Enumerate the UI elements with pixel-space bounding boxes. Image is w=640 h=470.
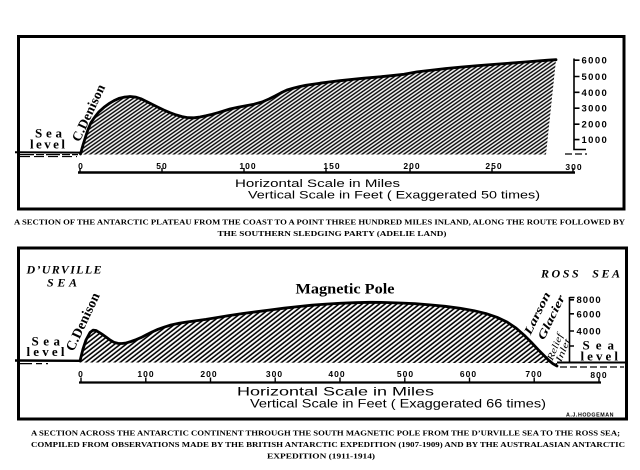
svg-text:300: 300 [565, 162, 582, 172]
svg-text:4000: 4000 [577, 326, 602, 337]
svg-text:600: 600 [460, 369, 477, 379]
svg-text:4000: 4000 [582, 88, 609, 99]
svg-text:100: 100 [239, 161, 256, 171]
svg-text:100: 100 [137, 369, 154, 379]
svg-text:Horizontal Scale in Miles: Horizontal Scale in Miles [235, 178, 401, 190]
svg-text:200: 200 [403, 161, 420, 171]
svg-text:D’URVILLE: D’URVILLE [26, 263, 102, 277]
svg-text:0: 0 [78, 369, 84, 379]
svg-text:1000: 1000 [582, 135, 609, 146]
svg-text:COMPILED FROM OBSERVATIONS MAD: COMPILED FROM OBSERVATIONS MADE BY THE B… [31, 440, 625, 449]
svg-text:8000: 8000 [577, 295, 602, 306]
svg-text:Vertical Scale in Feet ( Exag: Vertical Scale in Feet ( Exaggerated 66 … [250, 397, 546, 411]
svg-text:250: 250 [485, 161, 502, 171]
svg-text:Magnetic Pole: Magnetic Pole [296, 282, 396, 298]
svg-text:A SECTION ACROSS THE ANTARCTIC: A SECTION ACROSS THE ANTARCTIC CONTINENT… [31, 429, 620, 438]
svg-text:50: 50 [156, 161, 167, 171]
svg-text:Sea: Sea [35, 126, 63, 141]
svg-text:SEA: SEA [47, 276, 77, 290]
svg-text:level: level [581, 349, 619, 364]
svg-text:level: level [30, 137, 65, 152]
svg-text:3000: 3000 [582, 104, 609, 115]
svg-text:A.J.HODGEMAN: A.J.HODGEMAN [566, 413, 614, 419]
svg-text:level: level [27, 344, 65, 359]
svg-text:Horizontal Scale in Miles: Horizontal Scale in Miles [237, 385, 434, 399]
svg-text:150: 150 [323, 161, 340, 171]
svg-text:6000: 6000 [577, 309, 602, 320]
svg-text:700: 700 [525, 369, 542, 379]
svg-text:300: 300 [266, 369, 283, 379]
svg-text:200: 200 [200, 369, 217, 379]
svg-text:A SECTION OF THE ANTARCTIC PLA: A SECTION OF THE ANTARCTIC PLATEAU FROM … [14, 218, 626, 227]
svg-text:800: 800 [590, 370, 607, 380]
svg-text:0: 0 [78, 161, 84, 171]
svg-text:2000: 2000 [582, 120, 609, 131]
svg-text:EXPEDITION (1911-1914): EXPEDITION (1911-1914) [267, 452, 376, 461]
svg-text:6000: 6000 [582, 56, 609, 67]
svg-text:Vertical Scale in Feet ( Exag: Vertical Scale in Feet ( Exaggerated 50 … [248, 190, 540, 202]
svg-text:5000: 5000 [582, 72, 609, 83]
svg-text:500: 500 [397, 369, 414, 379]
svg-text:400: 400 [328, 369, 345, 379]
svg-text:THE SOUTHERN SLEDGING PARTY (A: THE SOUTHERN SLEDGING PARTY (ADELIE LAND… [218, 229, 448, 238]
